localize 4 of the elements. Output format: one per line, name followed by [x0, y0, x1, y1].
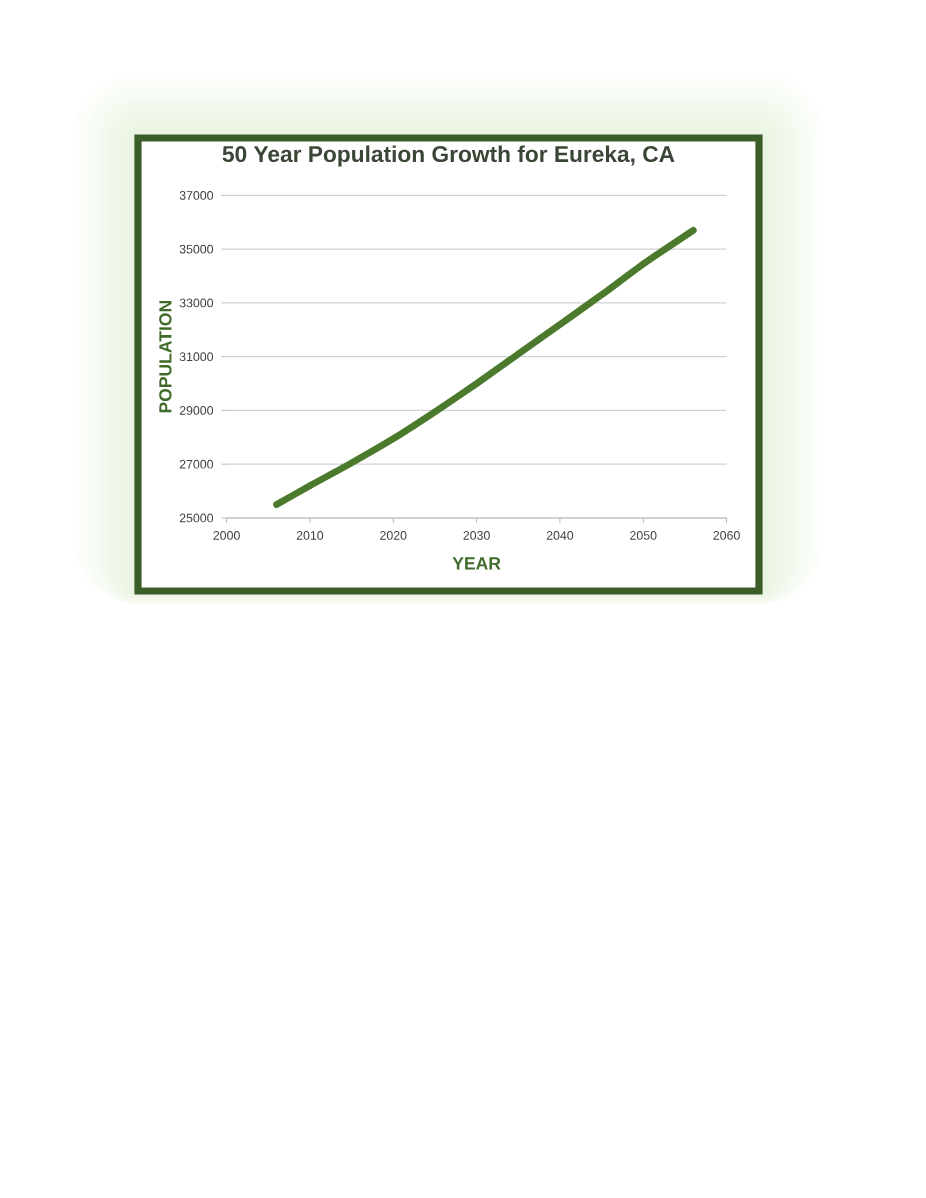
x-axis-title: YEAR [452, 557, 501, 570]
y-axis-title: POPULATION [159, 301, 172, 413]
line-series [273, 226, 697, 508]
chart-title: 50 Year Population Growth for Eureka, CA [222, 145, 675, 167]
